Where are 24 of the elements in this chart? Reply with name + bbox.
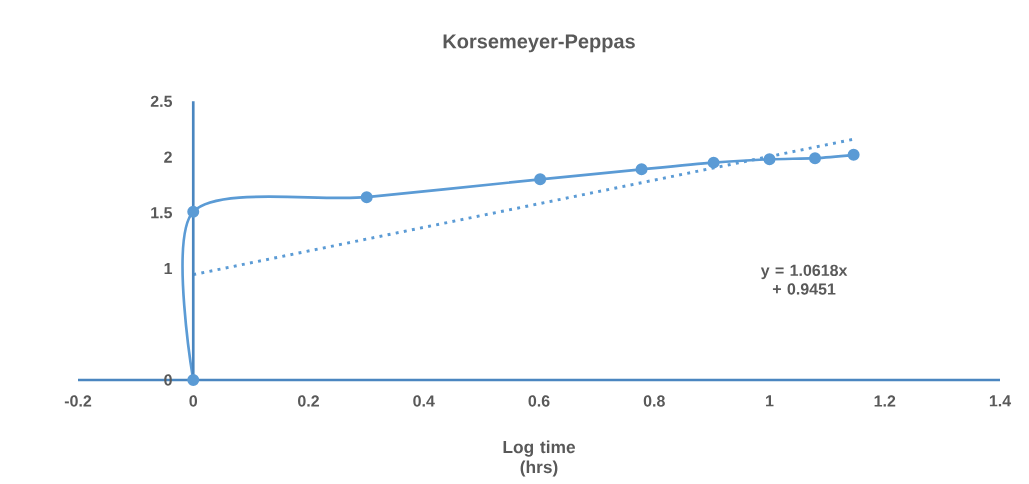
point [809,152,822,165]
x-tick-label: 0 [189,395,198,407]
x-tick-label: 0.6 [528,395,550,407]
point [847,148,860,161]
x-axis-title: Log time (hrs) [503,440,576,477]
y-tick-label: 2.5 [150,95,173,107]
y-tick-label: 1.5 [151,207,173,219]
point [635,163,648,176]
x-tick-label: -0.2 [64,395,92,407]
point [707,156,720,169]
x-tick-label: 0.2 [298,395,319,407]
point [534,173,547,186]
y-tick-label: 2 [164,151,172,163]
point [360,191,373,204]
x-tick-label: 1 [766,395,774,407]
x-tick-label: 0.4 [413,395,435,407]
point [187,373,200,386]
x-tick-label: 0.8 [643,395,665,407]
x-tick-label: 1.2 [874,395,896,407]
x-tick-label: 1.4 [989,395,1012,407]
point [763,153,776,166]
chart-title: Korsemeyer-Peppas [443,34,635,53]
annotation: y = 1.0618x + 0.9451 [760,264,848,295]
y-tick-label: 1 [164,263,173,275]
